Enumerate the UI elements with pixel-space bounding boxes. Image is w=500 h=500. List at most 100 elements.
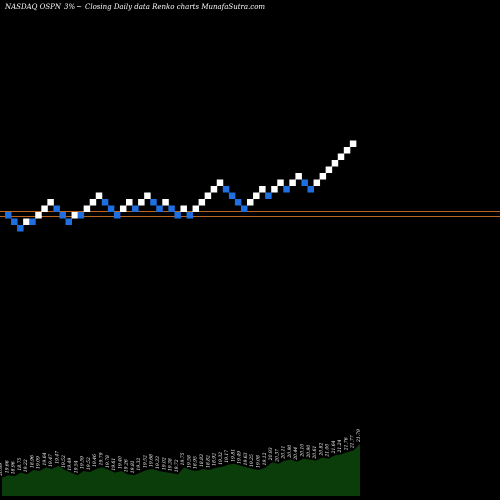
- volume-label: 19.12: [262, 452, 268, 465]
- volume-label: 19.22: [23, 459, 29, 472]
- volume-label: 19.81: [130, 460, 136, 473]
- renko-brick-up: [343, 147, 351, 154]
- renko-brick-up: [23, 218, 30, 225]
- renko-brick-up: [313, 179, 321, 186]
- renko-brick-up: [337, 153, 345, 160]
- volume-labels: 20.69 19.66 18.96 18.75 19.22 18.96 19.09 19.64…: [0, 429, 362, 477]
- renko-brick-up: [253, 192, 260, 199]
- renko-bricks: [5, 140, 357, 232]
- volume-label: 19.79: [99, 452, 105, 465]
- volume-label: 20.93: [268, 447, 274, 461]
- volume-area: [2, 444, 360, 496]
- volume-label: 18.96: [11, 461, 17, 474]
- volume-label: 21.77: [350, 435, 356, 449]
- renko-brick-down: [265, 192, 272, 199]
- volume-label: 19.72: [174, 459, 180, 472]
- volume-label: 20.61: [312, 446, 318, 460]
- volume-label: 19.47: [55, 451, 61, 464]
- volume-label: 21.79: [356, 429, 362, 443]
- renko-brick-up: [271, 186, 278, 193]
- volume-label: 19.46: [92, 454, 98, 467]
- renko-brick-up: [210, 186, 218, 193]
- renko-brick-down: [307, 186, 314, 193]
- volume-label: 19.40: [117, 456, 123, 469]
- volume-label: 21.76: [343, 437, 349, 451]
- renko-brick-down: [132, 205, 139, 212]
- volume-label: 19.38: [168, 458, 174, 471]
- renko-brick-down: [150, 199, 157, 206]
- volume-label: 19.49: [67, 458, 73, 471]
- volume-label: 18.83: [199, 454, 205, 467]
- volume-label: 20.10: [299, 444, 305, 458]
- renko-brick-up: [89, 199, 97, 206]
- renko-brick-down: [101, 199, 109, 206]
- renko-brick-up: [119, 205, 127, 212]
- renko-brick-up: [95, 192, 103, 199]
- volume-label: 19.68: [149, 454, 155, 467]
- renko-brick-down: [17, 225, 24, 232]
- renko-brick-down: [228, 192, 236, 199]
- renko-brick-down: [11, 218, 18, 225]
- volume-label: 20.44: [293, 447, 299, 461]
- renko-brick-up: [180, 205, 187, 212]
- volume-label: 19.75: [180, 452, 186, 465]
- volume-label: 19.52: [86, 457, 92, 470]
- change-label: 3%: [64, 3, 75, 11]
- volume-label: 20.11: [281, 446, 287, 460]
- renko-brick-up: [126, 199, 133, 206]
- renko-brick-up: [71, 212, 79, 219]
- volume-label: 19.63: [243, 452, 249, 465]
- volume-label: 19.17: [224, 450, 230, 463]
- renko-brick-up: [41, 205, 48, 212]
- renko-brick-down: [301, 179, 308, 186]
- renko-brick-up: [144, 192, 151, 199]
- volume-fill: [2, 444, 360, 496]
- renko-brick-up: [162, 199, 169, 206]
- chart-description: Closing Daily data Renko charts MunafaSu…: [85, 3, 265, 11]
- renko-brick-up: [259, 186, 266, 193]
- renko-brick-down: [77, 212, 85, 219]
- volume-label: 21.64: [331, 440, 337, 454]
- renko-brick-up: [198, 199, 206, 206]
- volume-label: 18.82: [205, 455, 211, 468]
- volume-label: 20.90: [306, 445, 312, 459]
- volume-label: 20.82: [318, 442, 324, 456]
- renko-brick-up: [349, 140, 357, 147]
- volume-label: 19.25: [249, 454, 255, 467]
- renko-brick-down: [53, 205, 60, 212]
- renko-brick-up: [295, 173, 302, 180]
- renko-brick-up: [204, 192, 212, 199]
- volume-label: 18.75: [17, 458, 23, 471]
- renko-brick-up: [247, 199, 254, 206]
- volume-label: 19.33: [155, 456, 161, 469]
- renko-brick-down: [29, 218, 36, 225]
- renko-brick-up: [289, 179, 296, 186]
- renko-brick-down: [222, 186, 230, 193]
- renko-brick-up: [216, 179, 224, 186]
- chart-header: NASDAQ OSPN 3%~ Closing Daily data Renko c…: [4, 3, 265, 11]
- volume-label: 21.24: [337, 439, 343, 453]
- volume-label: 19.59: [80, 456, 86, 469]
- renko-brick-up: [47, 199, 54, 206]
- renko-brick-up: [319, 173, 327, 180]
- volume-label: 19.78: [105, 455, 111, 468]
- renko-brick-down: [234, 199, 242, 206]
- volume-label: 19.54: [73, 460, 79, 473]
- renko-brick-up: [277, 179, 284, 186]
- renko-brick-up: [325, 166, 333, 173]
- volume-label: 19.32: [136, 458, 142, 471]
- renko-brick-down: [186, 212, 193, 219]
- volume-label: 19.64: [42, 452, 48, 465]
- volume-label: 19.61: [111, 458, 117, 471]
- renko-brick-up: [192, 205, 200, 212]
- renko-brick-down: [174, 212, 181, 219]
- renko-brick-down: [240, 205, 248, 212]
- renko-brick-down: [283, 186, 290, 193]
- volume-label: 19.08: [256, 455, 262, 468]
- renko-brick-down: [5, 212, 12, 219]
- volume-label: 19.52: [143, 455, 149, 468]
- renko-brick-up: [83, 205, 91, 212]
- volume-label: 19.02: [161, 457, 167, 470]
- renko-brick-down: [59, 212, 66, 219]
